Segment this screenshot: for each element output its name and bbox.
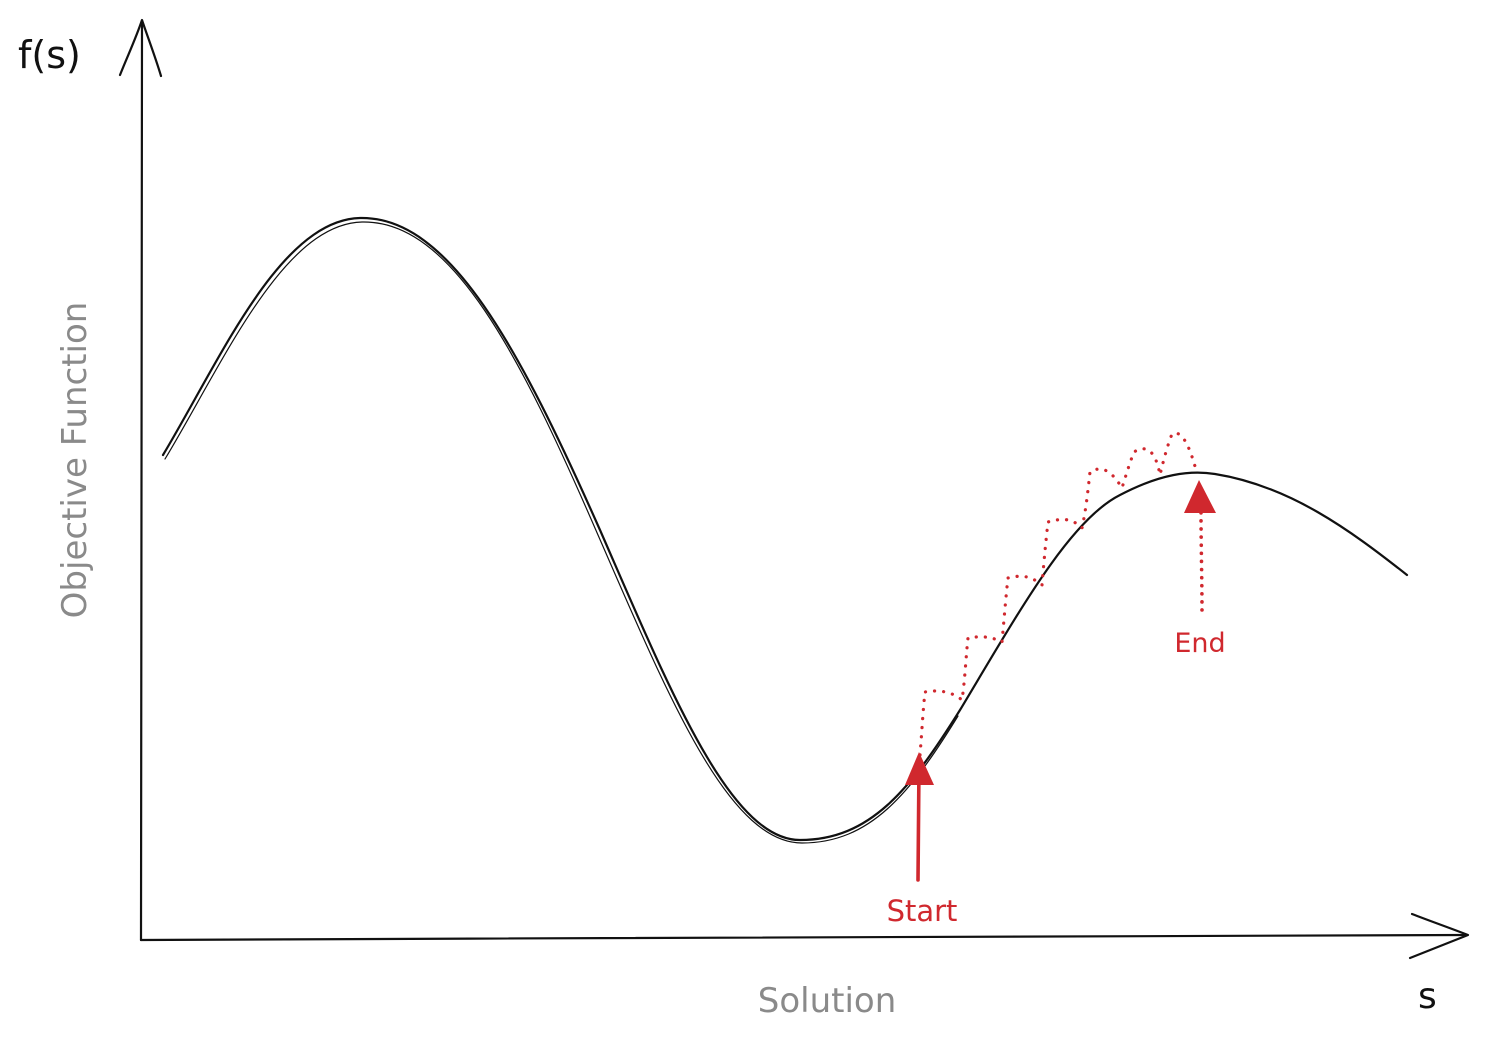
y-axis-arrowhead [118,18,163,78]
start-marker [905,752,934,882]
y-axis [118,18,163,942]
end-marker [1184,480,1216,612]
x-axis-line [139,933,1469,942]
end-arrowhead [1184,480,1216,513]
objective-curve [161,216,1409,844]
y-axis-label: f(s) [18,33,81,77]
objective-curve-line [161,216,1409,842]
end-arrow-shaft [1199,508,1204,612]
y-axis-title: Objective Function [55,302,95,619]
x-axis-arrowhead [1408,912,1470,960]
climbing-path [918,431,1198,757]
x-axis-label: s [1418,976,1437,1017]
x-axis-title: Solution [758,981,897,1021]
y-axis-line [139,20,144,942]
start-arrowhead [905,752,934,785]
objective-curve-sketch-line [164,221,959,844]
x-axis [139,912,1470,960]
end-label: End [1174,628,1225,659]
start-label: Start [887,894,958,928]
